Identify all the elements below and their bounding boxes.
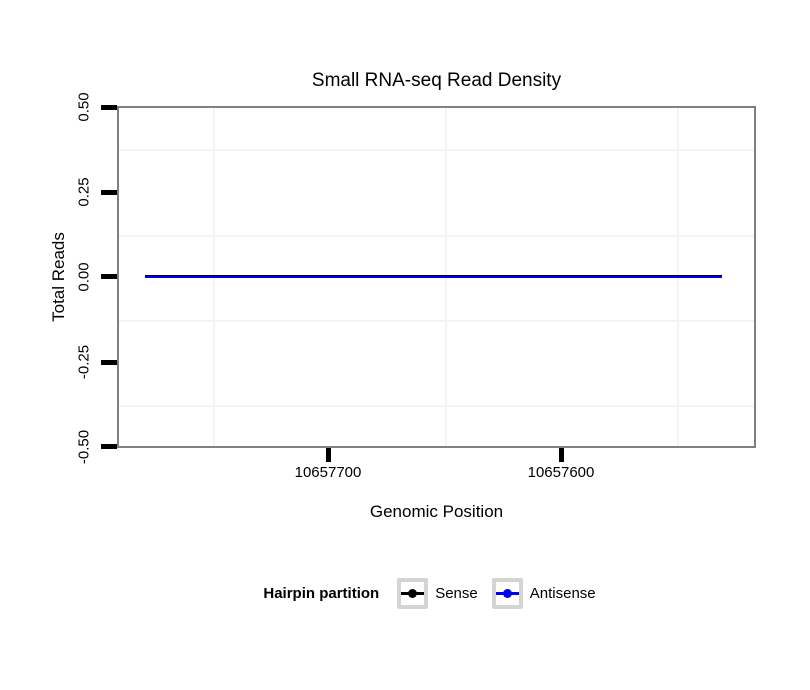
data-line-antisense: [145, 276, 722, 278]
y-axis-tick: [101, 105, 117, 110]
minor-gridline-h: [119, 320, 754, 322]
y-axis-tick: [101, 360, 117, 365]
x-axis-tick: [559, 448, 564, 462]
x-axis-tick-label: 10657600: [527, 464, 595, 481]
legend-label-antisense: Antisense: [529, 584, 596, 602]
plot-panel: [117, 106, 756, 448]
y-axis-tick-label: 0.25: [75, 177, 93, 207]
minor-gridline-h: [119, 149, 754, 151]
antisense-point-icon: [502, 588, 512, 598]
minor-gridline-h: [119, 405, 754, 407]
y-axis-tick: [101, 444, 117, 449]
legend-key-sense: [397, 577, 429, 609]
y-axis-tick-label: 0.00: [75, 262, 93, 292]
y-axis-tick-label: 0.50: [75, 92, 93, 122]
chart-title: Small RNA-seq Read Density: [311, 70, 562, 91]
minor-gridline-h: [119, 235, 754, 237]
legend-key-antisense: [491, 577, 523, 609]
legend-label-sense: Sense: [435, 584, 478, 602]
y-axis-tick: [101, 190, 117, 195]
x-axis-tick-label: 10657700: [294, 464, 362, 481]
legend: Hairpin partition Sense Antisense: [117, 576, 756, 610]
legend-title: Hairpin partition: [263, 584, 380, 602]
y-axis-tick-label: -0.50: [75, 429, 93, 465]
y-axis-title: Total Reads: [49, 232, 68, 322]
y-axis-tick-label: -0.25: [75, 344, 93, 380]
sense-point-icon: [408, 588, 418, 598]
y-axis-tick: [101, 274, 117, 279]
x-axis-title: Genomic Position: [369, 502, 504, 521]
x-axis-tick: [326, 448, 331, 462]
